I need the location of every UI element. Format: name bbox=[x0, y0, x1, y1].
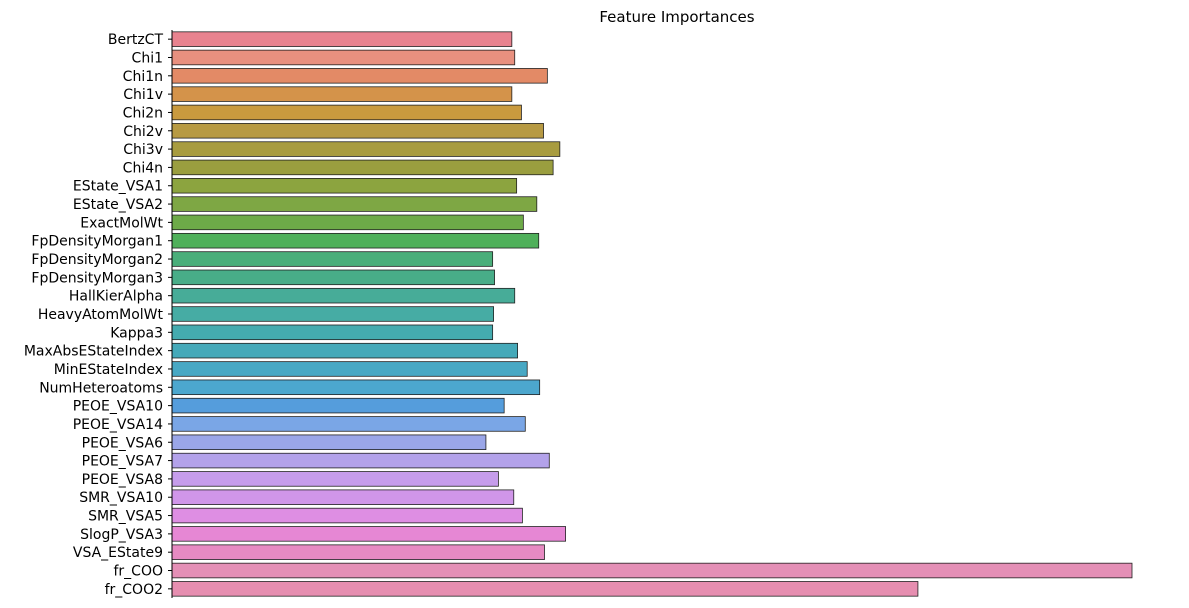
bar-fr_COO2 bbox=[171, 581, 919, 597]
y-tick-label: BertzCT bbox=[108, 32, 164, 48]
bar-PEOE_VSA8 bbox=[171, 471, 499, 487]
y-tick-label: SlogP_VSA3 bbox=[80, 527, 163, 543]
y-tick-label: FpDensityMorgan3 bbox=[31, 270, 163, 286]
bar-ExactMolWt bbox=[171, 214, 524, 231]
y-tick-label: fr_COO bbox=[114, 564, 164, 580]
bar-FpDensityMorgan1 bbox=[171, 232, 540, 249]
y-tick-label: VSA_EState9 bbox=[73, 545, 163, 561]
bar-PEOE_VSA6 bbox=[171, 434, 487, 450]
chart-title: Feature Importances bbox=[599, 8, 754, 26]
y-tick-label: EState_VSA1 bbox=[73, 179, 163, 195]
bar-MinEStateIndex bbox=[171, 361, 528, 377]
bar-EState_VSA1 bbox=[171, 178, 518, 194]
y-tick-label: FpDensityMorgan1 bbox=[31, 234, 163, 250]
bar-Chi1 bbox=[171, 49, 516, 66]
y-tick-label: NumHeteroatoms bbox=[39, 380, 163, 396]
y-tick-label: Chi4n bbox=[123, 160, 163, 176]
bar-PEOE_VSA10 bbox=[171, 397, 505, 414]
bar-SMR_VSA10 bbox=[171, 489, 515, 505]
bar-Chi1v bbox=[171, 86, 513, 102]
y-tick-label: HallKierAlpha bbox=[69, 289, 163, 305]
category-labels-group: BertzCT Chi1 Chi1n Chi1v Chi2n Chi2v Chi3v Chi4… bbox=[24, 32, 172, 598]
bar-Kappa3 bbox=[171, 324, 494, 341]
bar-Chi2n bbox=[171, 104, 522, 121]
y-tick-label: PEOE_VSA6 bbox=[82, 435, 163, 451]
bar-Chi1n bbox=[171, 68, 548, 84]
bar-PEOE_VSA7 bbox=[171, 452, 550, 469]
bar-Chi3v bbox=[171, 141, 561, 157]
y-tick-label: PEOE_VSA7 bbox=[82, 454, 163, 470]
y-tick-label: SMR_VSA5 bbox=[88, 509, 163, 525]
bar-HeavyAtomMolWt bbox=[171, 306, 495, 322]
y-tick-label: PEOE_VSA14 bbox=[73, 417, 163, 433]
y-tick-label: PEOE_VSA8 bbox=[82, 472, 163, 488]
bar-Chi4n bbox=[171, 159, 554, 176]
y-tick-label: Chi2v bbox=[123, 124, 163, 140]
bar-PEOE_VSA14 bbox=[171, 416, 526, 432]
bar-BertzCT bbox=[171, 31, 513, 47]
y-tick-label: FpDensityMorgan2 bbox=[31, 252, 163, 268]
y-tick-label: fr_COO2 bbox=[105, 582, 163, 598]
y-tick-label: SMR_VSA10 bbox=[79, 490, 163, 506]
bar-NumHeteroatoms bbox=[171, 379, 541, 396]
y-tick-label: MaxAbsEStateIndex bbox=[24, 344, 163, 360]
y-tick-label: PEOE_VSA10 bbox=[73, 399, 163, 415]
bar-FpDensityMorgan2 bbox=[171, 251, 494, 267]
y-tick-label: Chi1 bbox=[132, 50, 163, 66]
y-tick-label: Chi3v bbox=[123, 142, 163, 158]
y-tick-label: MinEStateIndex bbox=[54, 362, 163, 378]
y-tick-label: ExactMolWt bbox=[80, 215, 163, 231]
bar-HallKierAlpha bbox=[171, 287, 516, 304]
y-tick-label: Chi2n bbox=[123, 105, 163, 121]
bar-Chi2v bbox=[171, 123, 544, 139]
bar-EState_VSA2 bbox=[171, 196, 538, 212]
y-tick-label: EState_VSA2 bbox=[73, 197, 163, 213]
y-tick-label: Chi1n bbox=[123, 69, 163, 85]
bar-SlogP_VSA3 bbox=[171, 526, 567, 542]
bar-fr_COO bbox=[171, 562, 1133, 579]
y-tick-label: Chi1v bbox=[123, 87, 163, 103]
bar-SMR_VSA5 bbox=[171, 507, 523, 524]
bars-group bbox=[171, 31, 1133, 597]
bar-MaxAbsEStateIndex bbox=[171, 342, 519, 359]
y-tick-label: Kappa3 bbox=[110, 325, 163, 341]
bar-FpDensityMorgan3 bbox=[171, 269, 495, 286]
y-tick-label: HeavyAtomMolWt bbox=[38, 307, 164, 323]
bar-VSA_EState9 bbox=[171, 544, 545, 560]
